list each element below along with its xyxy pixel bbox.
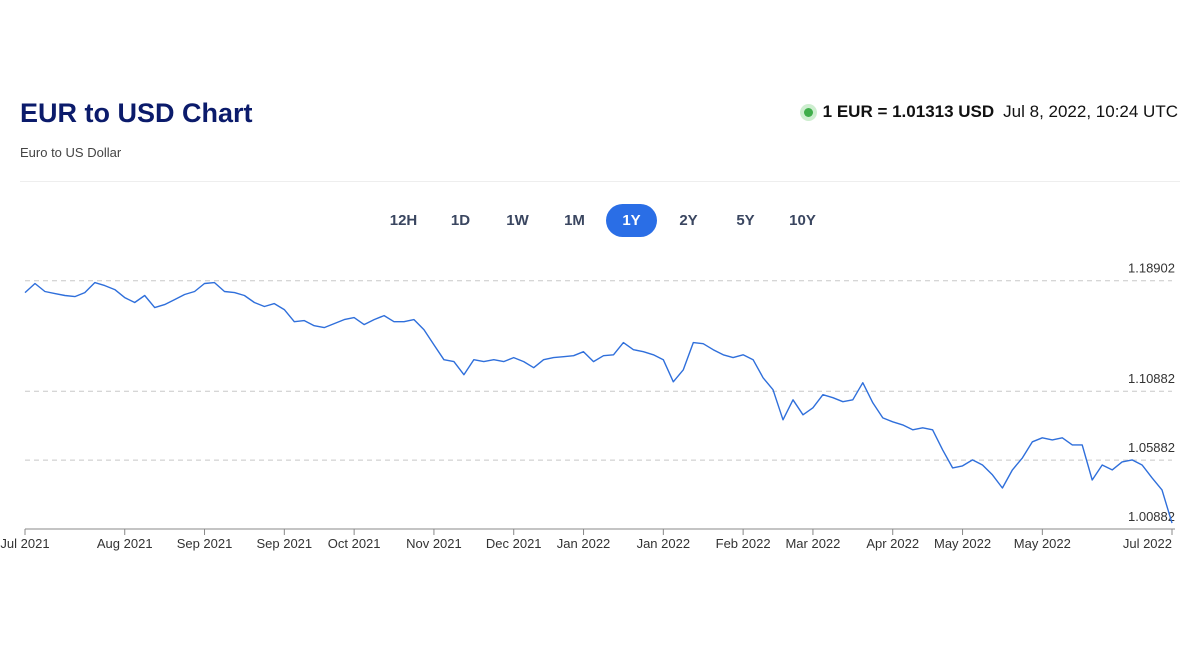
x-tick-label: Feb 2022: [716, 536, 771, 551]
live-dot: [803, 107, 813, 117]
y-tick-label: 1.18902: [1128, 261, 1175, 276]
range-button[interactable]: 1Y: [606, 204, 657, 237]
x-tick-label: Jul 2021: [0, 536, 49, 551]
subtitle: Euro to US Dollar: [20, 145, 122, 160]
x-tick-label: Nov 2021: [406, 536, 462, 551]
price-line: [24, 281, 1173, 524]
range-button[interactable]: 1M: [549, 204, 600, 237]
range-button[interactable]: 1D: [435, 204, 486, 237]
range-selector: 12H 1D 1W 1M 1Y 2Y 5Y 10Y: [0, 204, 1200, 237]
y-tick-label: 1.00882: [1128, 509, 1175, 524]
range-button[interactable]: 10Y: [777, 204, 828, 237]
x-tick-label: Sep 2021: [177, 536, 233, 551]
y-tick-label: 1.10882: [1128, 371, 1175, 386]
x-tick-label: Jan 2022: [557, 536, 611, 551]
x-tick-label: Aug 2021: [97, 536, 153, 551]
timestamp: Jul 8, 2022, 10:24 UTC: [1003, 102, 1178, 121]
range-button[interactable]: 1W: [492, 204, 543, 237]
x-tick-label: Jan 2022: [637, 536, 691, 551]
x-tick-label: Mar 2022: [785, 536, 840, 551]
x-tick-label: May 2022: [934, 536, 991, 551]
x-tick-label: Sep 2021: [256, 536, 312, 551]
x-tick-label: Jul 2022: [1123, 536, 1172, 551]
x-tick-label: May 2022: [1014, 536, 1071, 551]
y-tick-label: 1.05882: [1128, 440, 1175, 455]
rate-box: 1 EUR = 1.01313 USD Jul 8, 2022, 10:24 U…: [803, 102, 1178, 122]
x-tick-label: Dec 2021: [486, 536, 542, 551]
range-button[interactable]: 12H: [378, 204, 429, 237]
divider: [20, 181, 1180, 182]
title: EUR to USD Chart: [20, 98, 253, 128]
x-tick-label: Oct 2021: [328, 536, 381, 551]
rate: 1 EUR = 1.01313 USD: [822, 102, 995, 121]
range-button[interactable]: 5Y: [720, 204, 771, 237]
x-tick-label: Apr 2022: [866, 536, 919, 551]
range-button[interactable]: 2Y: [663, 204, 714, 237]
